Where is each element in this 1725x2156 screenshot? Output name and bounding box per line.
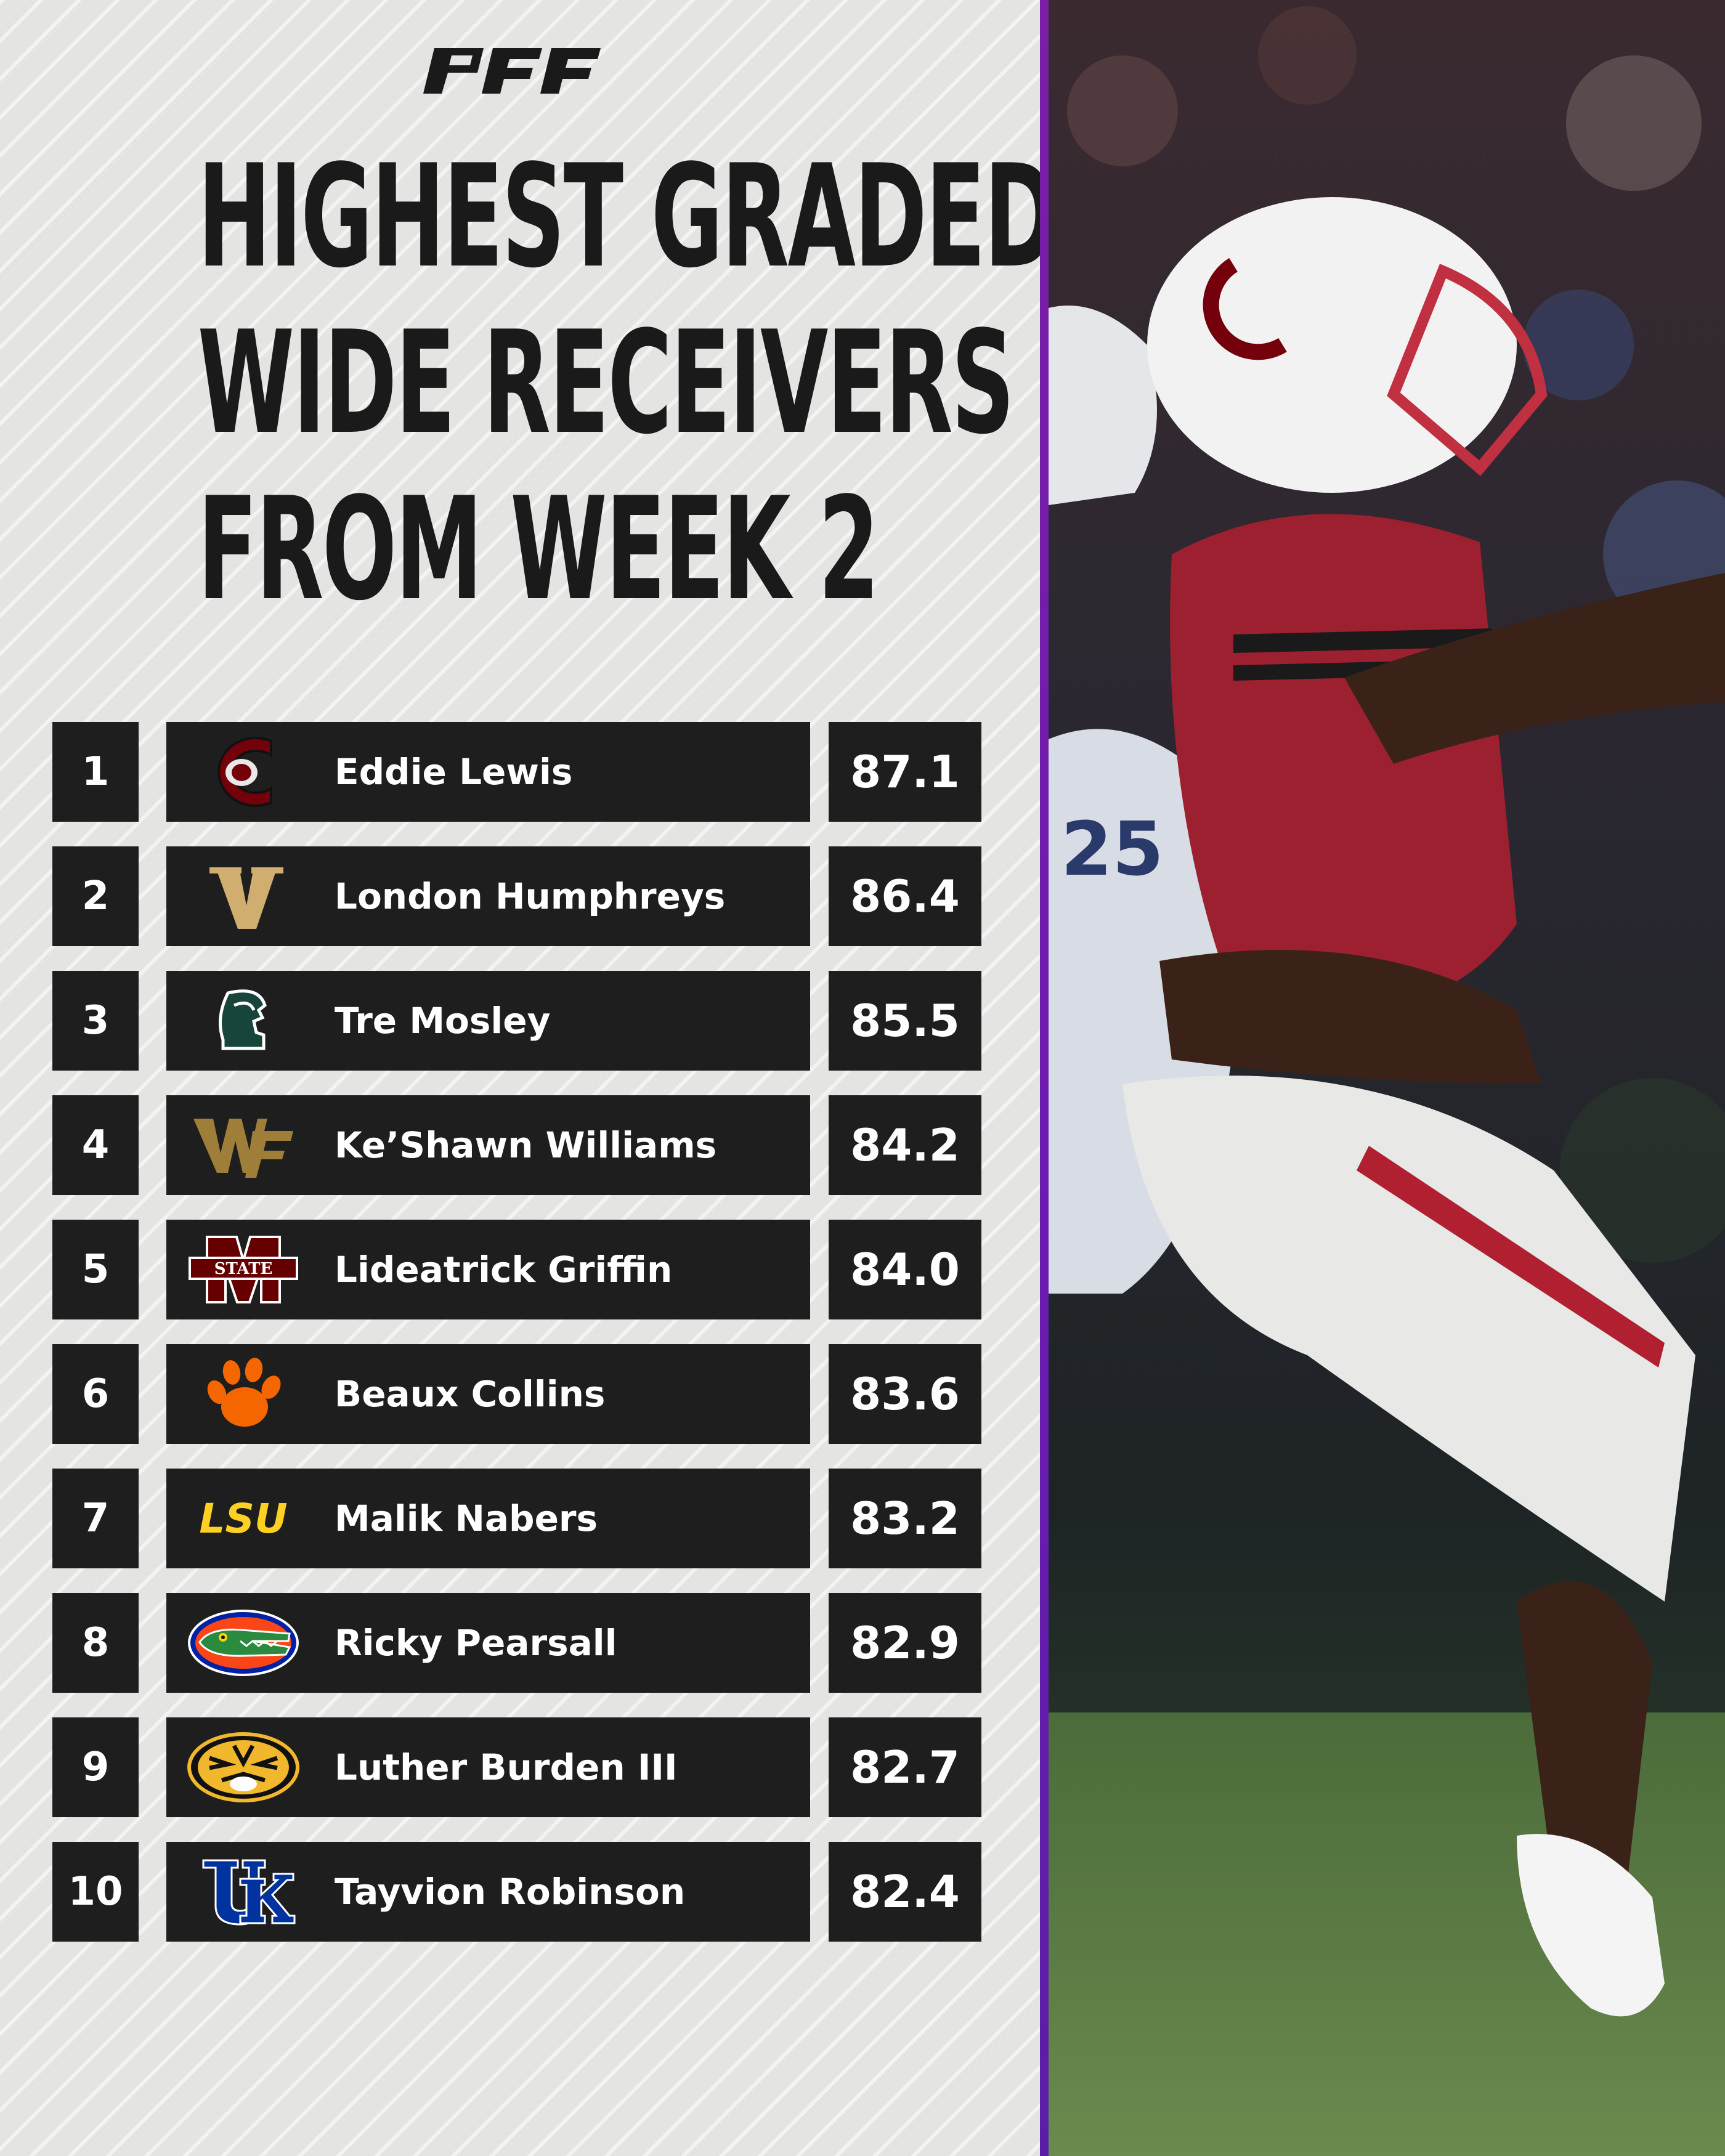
- player-name: Lideatrick Griffin: [335, 1249, 673, 1291]
- ranking-row: 4 Ke’Shawn Williams 84.2: [0, 1095, 1040, 1195]
- ranking-row: 6 Beaux Collins 83.6: [0, 1344, 1040, 1444]
- player-name: Tre Mosley: [335, 1000, 551, 1042]
- rank-box: 5: [52, 1220, 139, 1319]
- lsu-logo: LSU: [185, 1478, 302, 1558]
- player-name: Ke’Shawn Williams: [335, 1124, 717, 1166]
- player-name: Tayvion Robinson: [335, 1871, 686, 1913]
- mississippi-state-logo: STATE: [185, 1230, 302, 1310]
- grade-box: 82.9: [829, 1593, 981, 1693]
- vanderbilt-logo: [185, 856, 302, 936]
- title-line-1: HIGHEST GRADED: [197, 135, 1040, 299]
- grade-value: 87.1: [850, 746, 960, 798]
- ranking-row: 1 Eddie Lewis 87.1: [0, 722, 1040, 822]
- rank-box: 8: [52, 1593, 139, 1693]
- grade-box: 83.2: [829, 1469, 981, 1568]
- purple-divider: [1040, 0, 1049, 2156]
- grade-value: 83.2: [850, 1493, 960, 1544]
- florida-logo: [185, 1603, 302, 1683]
- grade-box: 82.4: [829, 1842, 981, 1942]
- grade-box: 85.5: [829, 971, 981, 1071]
- grade-value: 86.4: [850, 870, 960, 922]
- rank-number: 10: [68, 1869, 123, 1915]
- left-panel: HIGHEST GRADED WIDE RECEIVERS FROM WEEK …: [0, 0, 1040, 2156]
- ranking-row: 10 Tayvion Robinson 82.4: [0, 1842, 1040, 1942]
- ranking-row: 2 London Humphreys 86.4: [0, 846, 1040, 946]
- rank-box: 3: [52, 971, 139, 1071]
- player-box: LSU Malik Nabers: [166, 1469, 810, 1568]
- player-box: London Humphreys: [166, 846, 810, 946]
- ranking-row: 3 Tre Mosley 85.5: [0, 971, 1040, 1071]
- player-name: Malik Nabers: [335, 1497, 598, 1539]
- grade-value: 82.7: [850, 1741, 960, 1793]
- rank-box: 10: [52, 1842, 139, 1942]
- rank-box: 7: [52, 1469, 139, 1568]
- grade-value: 84.0: [850, 1244, 960, 1295]
- player-name: Beaux Collins: [335, 1373, 606, 1415]
- player-name: Ricky Pearsall: [335, 1622, 617, 1664]
- grade-value: 82.9: [850, 1617, 960, 1669]
- grade-value: 85.5: [850, 995, 960, 1047]
- title-line-2: WIDE RECEIVERS: [197, 301, 1015, 466]
- player-box: Tre Mosley: [166, 971, 810, 1071]
- ranking-row: 5 STATE Lideatrick Griffin 84.0: [0, 1220, 1040, 1319]
- player-name: Eddie Lewis: [335, 751, 573, 793]
- player-name: Luther Burden III: [335, 1746, 678, 1788]
- rank-box: 1: [52, 722, 139, 822]
- rank-number: 9: [81, 1745, 110, 1790]
- rank-number: 6: [81, 1371, 110, 1417]
- player-box: Ke’Shawn Williams: [166, 1095, 810, 1195]
- defender-number-25: 25: [1061, 807, 1164, 893]
- south-carolina-logo: [185, 732, 302, 812]
- rank-number: 3: [81, 998, 110, 1044]
- rank-number: 2: [81, 873, 110, 919]
- grade-box: 83.6: [829, 1344, 981, 1444]
- rank-box: 2: [52, 846, 139, 946]
- rank-box: 4: [52, 1095, 139, 1195]
- lsu-wordmark: LSU: [199, 1495, 287, 1542]
- rank-number: 7: [81, 1496, 110, 1541]
- grade-box: 86.4: [829, 846, 981, 946]
- ranking-row: 7 LSU Malik Nabers 83.2: [0, 1469, 1040, 1568]
- player-photo: 25: [1049, 0, 1725, 2156]
- player-box: STATE Lideatrick Griffin: [166, 1220, 810, 1319]
- rank-box: 9: [52, 1717, 139, 1817]
- grade-box: 82.7: [829, 1717, 981, 1817]
- grade-value: 82.4: [850, 1866, 960, 1918]
- grade-box: 84.0: [829, 1220, 981, 1319]
- rank-number: 8: [81, 1620, 110, 1666]
- grade-value: 84.2: [850, 1119, 960, 1171]
- player-box: Luther Burden III: [166, 1717, 810, 1817]
- rank-box: 6: [52, 1344, 139, 1444]
- wake-forest-logo: [185, 1105, 302, 1185]
- missouri-logo: [185, 1727, 302, 1807]
- rank-number: 1: [81, 749, 110, 795]
- rank-number: 4: [81, 1122, 110, 1168]
- player-box: Tayvion Robinson: [166, 1842, 810, 1942]
- pff-logo: [416, 43, 613, 99]
- player-box: Beaux Collins: [166, 1344, 810, 1444]
- ranking-row: 8 Ricky Pearsall 82.9: [0, 1593, 1040, 1693]
- grade-value: 83.6: [850, 1368, 960, 1420]
- title-line-3: FROM WEEK 2: [197, 468, 880, 632]
- player-box: Ricky Pearsall: [166, 1593, 810, 1693]
- michigan-state-logo: [185, 981, 302, 1061]
- state-wordmark: STATE: [214, 1260, 273, 1278]
- clemson-logo: [185, 1354, 302, 1434]
- player-box: Eddie Lewis: [166, 722, 810, 822]
- grade-box: 84.2: [829, 1095, 981, 1195]
- ranking-row: 9 Luther Burden III 82.7: [0, 1717, 1040, 1817]
- rank-number: 5: [81, 1247, 110, 1292]
- grade-box: 87.1: [829, 722, 981, 822]
- kentucky-logo: [185, 1852, 302, 1932]
- player-name: London Humphreys: [335, 875, 726, 917]
